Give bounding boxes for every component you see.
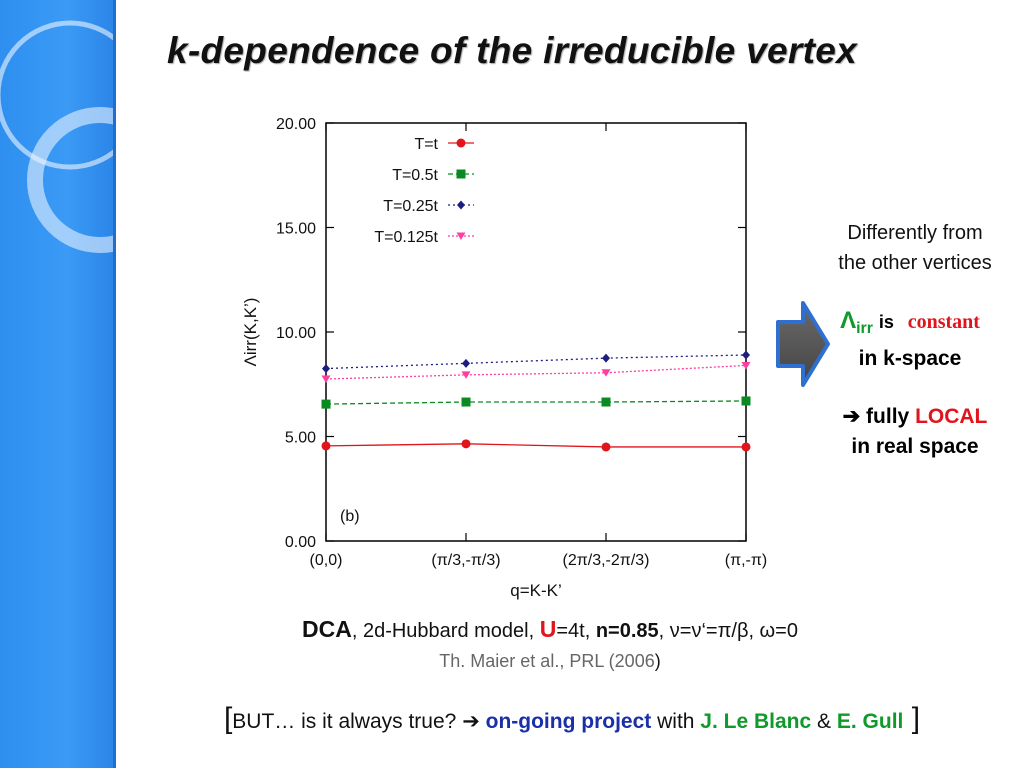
y-tick-label: 0.00 <box>285 534 316 551</box>
data-point <box>741 396 751 406</box>
data-point <box>601 442 611 452</box>
kspace-text: in k-space <box>858 347 962 371</box>
y-tick-label: 5.00 <box>285 430 316 447</box>
panel-label: (b) <box>340 508 360 525</box>
x-tick-label: (2π/3,-2π/3) <box>563 552 650 569</box>
arrow-right-icon: ➔ <box>462 710 480 733</box>
local-word: LOCAL <box>915 405 988 428</box>
y-tick-label: 15.00 <box>276 221 316 238</box>
caption-u-value: =4t, <box>556 620 596 642</box>
series-line <box>325 400 747 405</box>
data-point <box>456 138 466 148</box>
lambda-subscript: irr <box>856 320 873 338</box>
caption-line: DCA, 2d-Hubbard model, U=4t, n=0.85, ν=ν… <box>0 616 1024 643</box>
data-point <box>601 397 611 407</box>
caption-model: , 2d-Hubbard model, <box>351 620 540 642</box>
data-point <box>456 169 466 179</box>
legend-label: T=0.25t <box>383 198 438 215</box>
data-point <box>462 358 470 368</box>
local-statement: ➔ fully LOCAL in real space <box>800 402 1024 462</box>
side-note-line1: Differently from <box>847 222 983 244</box>
legend-label: T=0.125t <box>374 229 438 246</box>
legend-label: T=0.5t <box>392 167 438 184</box>
data-point <box>321 441 331 451</box>
data-point <box>321 399 331 409</box>
open-bracket: [ <box>223 702 233 735</box>
x-tick-label: (0,0) <box>310 552 343 569</box>
data-point <box>741 361 751 370</box>
legend-label: T=t <box>414 136 438 153</box>
caption-rest: , ν=ν‘=π/β, ω=0 <box>658 620 798 642</box>
y-tick-label: 10.00 <box>276 325 316 342</box>
data-point <box>602 353 610 363</box>
y-tick-label: 20.00 <box>276 116 316 133</box>
data-point <box>457 200 465 210</box>
arrow-right-icon: ➔ <box>842 405 861 428</box>
with-word: with <box>651 710 701 733</box>
x-axis-label: q=K-K’ <box>510 581 562 600</box>
lambda-symbol: Λ <box>840 307 857 334</box>
reference-text: Th. Maier et al., PRL (2006 <box>439 651 655 671</box>
slide-title: k-dependence of the irreducible vertex <box>167 30 857 71</box>
name-le-blanc: J. Le Blanc <box>700 710 812 733</box>
fully-word: fully <box>866 405 910 428</box>
ongoing-project: on-going project <box>479 710 652 733</box>
reference-close: ) <box>654 651 661 671</box>
is-word: is <box>878 312 894 332</box>
caption-dca: DCA <box>302 616 352 642</box>
realspace-text: in real space <box>851 435 979 458</box>
bottom-question: BUT… is it always true? <box>232 710 463 733</box>
data-point <box>321 375 331 384</box>
side-note: Differently from the other vertices <box>800 218 1024 278</box>
reference-line: Th. Maier et al., PRL (2006) <box>0 651 1024 672</box>
caption-n: n=0.85 <box>595 620 659 642</box>
series-line <box>325 354 747 370</box>
plot-frame <box>325 122 747 542</box>
data-point <box>741 442 751 452</box>
series-line <box>325 364 747 380</box>
x-tick-label: (π/3,-π/3) <box>431 552 500 569</box>
right-arrow-shape <box>776 301 830 387</box>
y-axis-label: Λirr(K,K’) <box>241 298 260 367</box>
data-point <box>322 364 330 374</box>
x-tick-label: (π,-π) <box>725 552 768 569</box>
data-point <box>456 232 466 240</box>
data-point <box>742 350 750 360</box>
constant-word: constant <box>907 311 980 333</box>
vertex-chart: 0.00 5.00 10.00 15.00 20.00 (0,0) (π/3,-π/3) (2… <box>241 116 768 600</box>
sidebar-edge <box>113 0 116 768</box>
data-point <box>601 369 611 377</box>
close-bracket: ] <box>903 702 921 735</box>
series-line <box>325 443 746 448</box>
ampersand: & <box>811 710 837 733</box>
constant-statement: Λirr is constant in k-space <box>790 306 1024 374</box>
data-point <box>461 397 471 407</box>
bottom-note: [BUT… is it always true? ➔ on-going proj… <box>120 702 1024 736</box>
side-note-line2: the other vertices <box>838 252 992 274</box>
caption-u: U <box>539 616 557 642</box>
name-gull: E. Gull <box>836 710 904 733</box>
data-point <box>461 439 471 449</box>
data-point <box>461 371 471 379</box>
